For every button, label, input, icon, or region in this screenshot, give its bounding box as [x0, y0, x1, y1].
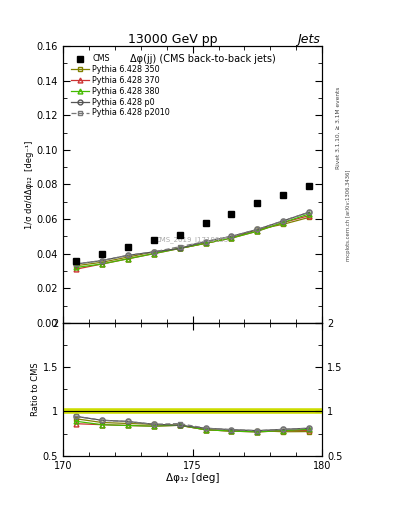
CMS [151, 237, 156, 243]
Pythia 6.428 p2010 [99, 258, 104, 264]
Pythia 6.428 p0 [255, 226, 260, 232]
Pythia 6.428 380 [99, 261, 104, 267]
Pythia 6.428 p2010 [281, 218, 286, 224]
Pythia 6.428 370 [255, 228, 260, 234]
Y-axis label: Ratio to CMS: Ratio to CMS [31, 362, 40, 416]
Pythia 6.428 p0 [99, 258, 104, 264]
Line: Pythia 6.428 350: Pythia 6.428 350 [73, 215, 312, 268]
Pythia 6.428 370 [73, 266, 78, 272]
Text: mcplots.cern.ch [arXiv:1306.3436]: mcplots.cern.ch [arXiv:1306.3436] [346, 169, 351, 261]
Pythia 6.428 350 [99, 259, 104, 265]
Pythia 6.428 p0 [229, 233, 234, 240]
Pythia 6.428 350 [151, 249, 156, 255]
CMS [255, 200, 260, 206]
Pythia 6.428 350 [281, 221, 286, 227]
Pythia 6.428 380 [229, 235, 234, 241]
Pythia 6.428 p2010 [255, 226, 260, 232]
Pythia 6.428 p2010 [307, 209, 312, 215]
Pythia 6.428 370 [307, 212, 312, 219]
Pythia 6.428 350 [229, 235, 234, 241]
Pythia 6.428 370 [125, 256, 130, 262]
Pythia 6.428 350 [73, 263, 78, 269]
Pythia 6.428 350 [203, 240, 208, 246]
Pythia 6.428 370 [229, 235, 234, 241]
Text: CMS_2019_I1719955: CMS_2019_I1719955 [156, 237, 229, 243]
Pythia 6.428 p0 [125, 252, 130, 259]
CMS [177, 231, 182, 238]
CMS [307, 183, 312, 189]
CMS [229, 211, 234, 217]
Pythia 6.428 p2010 [151, 249, 156, 255]
CMS [99, 250, 104, 257]
Pythia 6.428 350 [125, 254, 130, 260]
Text: Jets: Jets [298, 33, 320, 46]
Pythia 6.428 p2010 [125, 252, 130, 259]
Pythia 6.428 p0 [151, 249, 156, 255]
Pythia 6.428 p2010 [203, 239, 208, 245]
Text: 13000 GeV pp: 13000 GeV pp [128, 33, 218, 46]
Pythia 6.428 p0 [307, 209, 312, 215]
Pythia 6.428 370 [177, 245, 182, 251]
CMS [125, 244, 130, 250]
Pythia 6.428 p2010 [177, 244, 182, 250]
Line: Pythia 6.428 p0: Pythia 6.428 p0 [73, 210, 312, 266]
Pythia 6.428 380 [307, 211, 312, 217]
X-axis label: Δφ₁₂ [deg]: Δφ₁₂ [deg] [166, 473, 219, 483]
Pythia 6.428 370 [151, 250, 156, 257]
Pythia 6.428 p2010 [73, 261, 78, 267]
Text: Rivet 3.1.10, ≥ 3.1M events: Rivet 3.1.10, ≥ 3.1M events [336, 87, 341, 169]
Pythia 6.428 380 [281, 220, 286, 226]
Pythia 6.428 p0 [73, 261, 78, 267]
Pythia 6.428 350 [307, 214, 312, 220]
CMS [203, 220, 208, 226]
Pythia 6.428 380 [125, 256, 130, 262]
Pythia 6.428 p2010 [229, 233, 234, 240]
CMS [73, 258, 78, 264]
Pythia 6.428 380 [255, 228, 260, 234]
Text: Δφ(jj) (CMS back-to-back jets): Δφ(jj) (CMS back-to-back jets) [130, 54, 276, 65]
Line: Pythia 6.428 p2010: Pythia 6.428 p2010 [73, 210, 312, 266]
Pythia 6.428 380 [73, 264, 78, 270]
Pythia 6.428 p0 [281, 218, 286, 224]
Line: Pythia 6.428 380: Pythia 6.428 380 [73, 211, 312, 270]
Legend: CMS, Pythia 6.428 350, Pythia 6.428 370, Pythia 6.428 380, Pythia 6.428 p0, Pyth: CMS, Pythia 6.428 350, Pythia 6.428 370,… [70, 53, 171, 119]
Pythia 6.428 380 [203, 240, 208, 246]
Y-axis label: 1/σ dσ/dΔφ₁₂  [deg⁻¹]: 1/σ dσ/dΔφ₁₂ [deg⁻¹] [25, 140, 34, 229]
Pythia 6.428 350 [177, 245, 182, 251]
Line: Pythia 6.428 370: Pythia 6.428 370 [73, 213, 312, 272]
Pythia 6.428 370 [281, 220, 286, 226]
Pythia 6.428 p0 [177, 245, 182, 251]
Line: CMS: CMS [72, 183, 313, 264]
CMS [281, 192, 286, 198]
Pythia 6.428 380 [151, 250, 156, 257]
Pythia 6.428 370 [203, 240, 208, 246]
Pythia 6.428 370 [99, 261, 104, 267]
Pythia 6.428 380 [177, 245, 182, 251]
Pythia 6.428 350 [255, 226, 260, 232]
Pythia 6.428 p0 [203, 239, 208, 245]
